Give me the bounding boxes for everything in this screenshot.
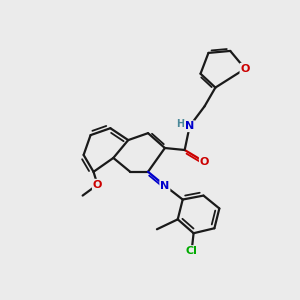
Text: O: O	[200, 157, 209, 167]
Text: N: N	[160, 181, 170, 191]
Text: H: H	[176, 119, 184, 129]
Text: O: O	[93, 180, 102, 190]
Text: Cl: Cl	[186, 246, 197, 256]
Text: O: O	[240, 64, 250, 74]
Text: N: N	[185, 121, 194, 131]
